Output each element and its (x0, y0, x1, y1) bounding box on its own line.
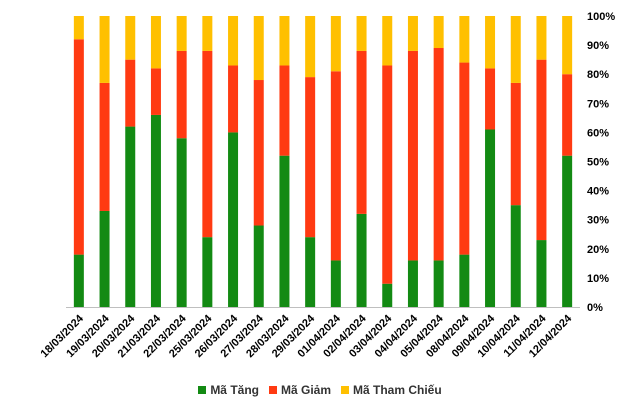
bar-segment-tham-chieu-15 (433, 16, 444, 49)
legend-swatch (341, 386, 349, 394)
bar-segment-tham-chieu-8 (253, 16, 264, 81)
bar-segment-giam-18 (510, 82, 521, 206)
bar-segment-giam-11 (330, 71, 341, 261)
bar-segment-tham-chieu-12 (356, 16, 367, 51)
bar-segment-tang-13 (382, 283, 393, 307)
bar-segment-tang-20 (562, 155, 573, 307)
bar-segment-giam-1 (73, 39, 84, 255)
legend-swatch (268, 386, 277, 394)
bar-segment-tham-chieu-19 (536, 16, 547, 60)
bar-segment-tham-chieu-4 (150, 16, 161, 69)
bar-segment-tang-8 (253, 225, 264, 307)
x-tick-labels: 18/03/202419/03/202420/03/202421/03/2024… (39, 312, 575, 360)
y-tick-label: 80% (587, 69, 609, 81)
bar-segment-tham-chieu-17 (485, 16, 496, 69)
bars-group (73, 16, 573, 307)
y-tick-label: 0% (587, 302, 603, 314)
bar-segment-tang-7 (228, 132, 239, 307)
bar-segment-tham-chieu-6 (202, 16, 213, 51)
bar-segment-giam-16 (459, 62, 470, 255)
y-tick-label: 60% (587, 127, 609, 139)
bar-segment-giam-20 (562, 74, 573, 156)
bar-segment-giam-9 (279, 65, 290, 156)
bar-segment-tang-19 (536, 240, 547, 307)
bar-segment-giam-8 (253, 80, 264, 226)
bar-segment-tang-6 (202, 237, 213, 307)
y-tick-label: 90% (587, 40, 609, 52)
y-tick-label: 100% (587, 11, 615, 23)
bar-segment-tham-chieu-5 (176, 16, 187, 51)
legend-item: Mã Giảm (268, 383, 331, 397)
bar-segment-giam-6 (202, 50, 213, 238)
bar-segment-tham-chieu-11 (330, 16, 341, 72)
bar-segment-tang-2 (99, 210, 110, 307)
bar-segment-tham-chieu-1 (73, 16, 84, 40)
legend-label: Mã Tăng (210, 383, 259, 397)
bar-segment-tang-18 (510, 205, 521, 307)
y-tick-labels: 0% 10% 20% 30% 40% 50% 60% 70% 80% 90% 100% (587, 11, 615, 314)
bar-segment-giam-14 (407, 50, 418, 261)
bar-segment-tham-chieu-18 (510, 16, 521, 83)
bar-segment-tang-16 (459, 254, 470, 307)
bar-segment-tang-15 (433, 260, 444, 307)
bar-segment-giam-13 (382, 65, 393, 284)
legend-label: Mã Tham Chiếu (353, 383, 442, 397)
legend-item: Mã Tăng (198, 383, 259, 397)
bar-segment-tham-chieu-9 (279, 16, 290, 66)
bar-segment-tham-chieu-16 (459, 16, 470, 63)
bar-segment-tang-5 (176, 138, 187, 307)
bar-segment-tang-12 (356, 213, 367, 307)
bar-segment-tham-chieu-7 (228, 16, 239, 66)
bar-segment-giam-2 (99, 82, 110, 211)
bar-segment-tang-9 (279, 155, 290, 307)
y-tick-label: 40% (587, 186, 609, 198)
bar-segment-tang-14 (407, 260, 418, 307)
bar-segment-tang-1 (73, 254, 84, 307)
bar-segment-tham-chieu-10 (305, 16, 316, 78)
bar-segment-tham-chieu-14 (407, 16, 418, 51)
y-tick-label: 10% (587, 273, 609, 285)
bar-segment-giam-3 (125, 59, 136, 127)
bar-segment-giam-19 (536, 59, 547, 241)
bar-segment-tang-4 (150, 114, 161, 307)
bar-segment-giam-7 (228, 65, 239, 133)
legend-swatch (198, 386, 207, 394)
y-tick-label: 70% (587, 98, 609, 110)
bar-segment-tham-chieu-3 (125, 16, 136, 60)
bar-segment-tang-11 (330, 260, 341, 307)
legend-item: Mã Tham Chiếu (341, 383, 442, 397)
y-tick-label: 20% (587, 244, 609, 256)
legend-label: Mã Giảm (280, 383, 331, 397)
bar-segment-giam-15 (433, 48, 444, 261)
bar-segment-giam-10 (305, 77, 316, 238)
bar-segment-giam-12 (356, 50, 367, 214)
bar-segment-tang-10 (305, 237, 316, 307)
bar-segment-tham-chieu-20 (562, 16, 573, 75)
y-tick-label: 30% (587, 215, 609, 227)
bar-segment-tang-17 (485, 129, 496, 307)
bar-segment-tang-3 (125, 126, 136, 307)
legend: Mã Tăng Mã Giảm Mã Tham Chiếu (0, 383, 640, 397)
y-tick-label: 50% (587, 157, 609, 169)
bar-segment-tham-chieu-2 (99, 16, 110, 83)
bar-segment-tham-chieu-13 (382, 16, 393, 66)
bar-segment-giam-5 (176, 50, 187, 139)
bar-segment-giam-17 (485, 68, 496, 130)
bar-segment-giam-4 (150, 68, 161, 115)
